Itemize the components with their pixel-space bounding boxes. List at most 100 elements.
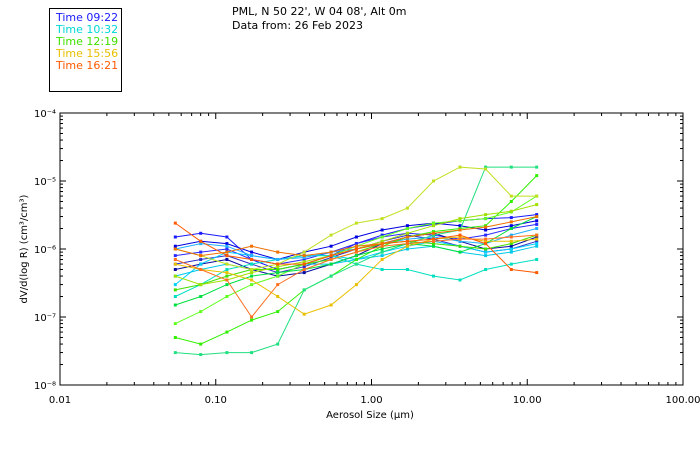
data-point (173, 247, 177, 251)
data-point (225, 254, 229, 258)
data-point (302, 271, 306, 275)
data-point (458, 235, 462, 239)
data-point (225, 278, 229, 282)
data-point (250, 318, 254, 322)
data-point (173, 295, 177, 298)
data-point (354, 242, 358, 246)
y-tick-label: 10⁻⁶ (34, 245, 56, 256)
data-point (354, 283, 358, 287)
data-point (354, 221, 358, 225)
data-point (405, 237, 409, 241)
data-point (458, 219, 462, 223)
legend-item-1219: Time 12:19 (56, 35, 119, 48)
data-point (484, 237, 488, 241)
data-point (509, 244, 513, 248)
data-point (302, 265, 306, 269)
data-point (380, 242, 384, 246)
data-point (405, 268, 409, 271)
data-point (276, 342, 280, 346)
data-point (302, 312, 306, 316)
data-point (225, 274, 229, 278)
data-point (225, 351, 229, 355)
data-point (173, 274, 177, 278)
data-point (354, 244, 358, 248)
data-point (458, 224, 462, 228)
data-point (199, 258, 203, 261)
data-point (302, 254, 306, 258)
data-point (302, 262, 306, 266)
data-point (405, 224, 409, 228)
data-point (225, 271, 229, 275)
data-point (225, 242, 229, 246)
data-point (302, 256, 306, 259)
data-point (173, 262, 177, 266)
data-point (173, 336, 177, 339)
data-point (250, 283, 254, 287)
data-point (354, 247, 358, 251)
data-point (354, 258, 358, 261)
x-tick-label: 0.10 (205, 395, 227, 406)
data-point (432, 230, 435, 234)
data-point (302, 258, 306, 261)
data-point (484, 213, 488, 217)
data-point (173, 322, 177, 326)
data-point (173, 221, 177, 225)
data-point (329, 258, 333, 261)
data-point (329, 233, 333, 237)
data-point (535, 213, 539, 217)
x-tick-label: 10.00 (513, 395, 542, 406)
data-point (173, 288, 177, 292)
data-point (199, 239, 203, 243)
data-point (432, 233, 435, 237)
data-point (509, 268, 513, 271)
data-point (302, 268, 306, 271)
data-point (458, 278, 462, 282)
data-point (509, 235, 513, 239)
data-point (173, 303, 177, 307)
data-point (535, 233, 539, 237)
data-point (199, 250, 203, 254)
data-point (380, 250, 384, 254)
data-point (380, 247, 384, 251)
data-point (509, 209, 513, 213)
data-point (173, 258, 177, 261)
x-axis-title: Aerosol Size (μm) (326, 410, 414, 421)
data-point (199, 310, 203, 314)
data-point (276, 265, 280, 269)
data-point (484, 225, 488, 229)
data-point (458, 244, 462, 248)
data-point (509, 262, 513, 266)
data-point (509, 239, 513, 243)
data-point (405, 239, 409, 243)
data-point (509, 194, 513, 198)
data-point (458, 250, 462, 254)
data-point (225, 258, 229, 261)
data-point (432, 242, 435, 246)
data-point (276, 268, 280, 271)
data-point (509, 233, 513, 237)
data-point (432, 239, 435, 243)
legend: Time 09:22 Time 10:32 Time 12:19 Time 15… (49, 8, 122, 92)
data-point (225, 268, 229, 271)
data-point (535, 244, 539, 248)
data-point (250, 268, 254, 271)
data-point (484, 268, 488, 271)
data-point (535, 219, 539, 223)
data-point (173, 235, 177, 239)
series-group (173, 165, 539, 357)
data-point (250, 244, 254, 248)
y-axis-title: dV/d(log R) (cm³/cm³) (19, 194, 30, 303)
data-point (276, 295, 280, 298)
data-point (250, 274, 254, 278)
data-point (225, 244, 229, 248)
data-point (302, 250, 306, 254)
data-point (432, 244, 435, 248)
data-point (250, 258, 254, 261)
data-point (199, 231, 203, 235)
data-point (509, 242, 513, 246)
data-point (432, 237, 435, 241)
axis-ticks: 0.01 0.10 1.00 10.00 100.00 10⁻⁸ 10⁻⁷ 10⁻⁶ 10⁻⁵ 1… (34, 109, 700, 406)
data-point (484, 247, 488, 251)
data-point (173, 283, 177, 287)
data-point (458, 217, 462, 221)
